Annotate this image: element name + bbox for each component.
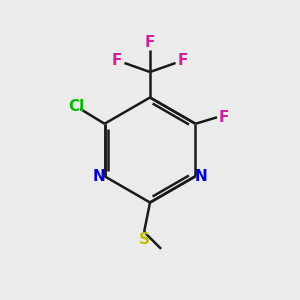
Text: N: N xyxy=(194,169,207,184)
Text: S: S xyxy=(139,232,150,247)
Text: F: F xyxy=(112,53,122,68)
Text: Cl: Cl xyxy=(68,99,85,114)
Text: N: N xyxy=(93,169,106,184)
Text: F: F xyxy=(218,110,229,125)
Text: F: F xyxy=(145,35,155,50)
Text: F: F xyxy=(178,53,188,68)
